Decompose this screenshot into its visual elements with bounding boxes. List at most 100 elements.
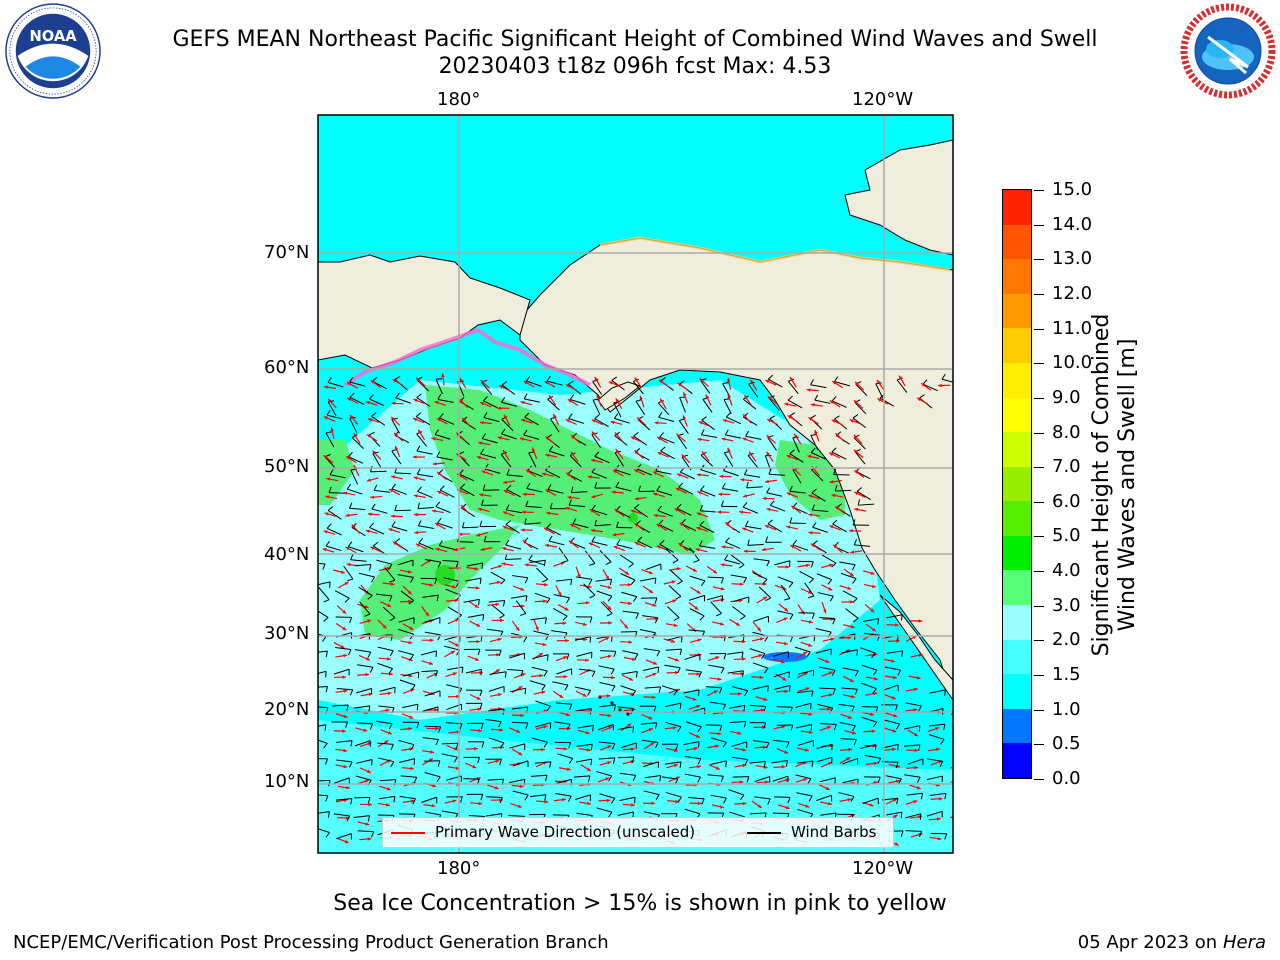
wind-barb [903,744,921,747]
wind-barb [353,815,370,819]
wind-barb-flag [416,722,420,729]
wind-barb [357,830,374,833]
wave-direction-arrowhead [500,618,504,623]
wind-barb [875,383,884,399]
wind-barb [527,470,543,478]
wave-direction-arrowhead [476,623,481,627]
wind-barb-flag [567,795,572,802]
wind-barb-flag [524,794,529,801]
wind-barb [424,690,441,697]
wind-barb [415,416,431,426]
wind-barb [574,686,591,691]
wind-barb-flag [349,689,354,696]
wind-barb-flag [349,502,353,509]
wind-barb-flag [436,776,441,783]
colorbar-segment [1003,535,1031,571]
colorbar-title-line1: Significant Height of Combined [1089,313,1114,657]
wind-barb-flag [897,669,902,676]
wind-barb-flag [763,761,766,768]
wind-barb-flag [677,667,681,674]
wind-barb [728,789,745,796]
wave-direction-arrowhead [721,437,726,441]
wave-direction-arrowhead [654,421,659,425]
wind-barb-flag [788,582,794,588]
wave-direction-arrowhead [478,441,483,445]
wind-barb [701,434,718,438]
wind-barb [422,706,439,712]
wind-barb-flag [525,500,529,507]
wave-direction-arrowhead [589,509,594,513]
wave-direction-arrowhead [781,765,786,769]
wave-direction-arrowhead [787,415,792,419]
wind-barb [617,756,634,759]
wave-direction-arrowhead [343,764,348,769]
wave-direction-arrowhead [810,403,815,407]
wave-direction-arrowhead [715,766,720,770]
wave-direction-arrowhead [722,419,727,423]
wave-direction-arrowhead [391,416,396,421]
wave-height-4-5m-spot [435,565,455,585]
wave-direction-arrowhead [607,606,612,610]
wind-barb-flag [478,599,480,606]
hawaii-island [610,701,614,705]
wind-barb-flag [479,703,483,710]
wind-barb-flag [675,595,682,600]
wind-barb [569,455,582,468]
wind-barb [394,472,411,475]
wind-barb [684,808,701,815]
wind-barb [683,741,700,746]
wind-barb-flag [479,578,482,585]
lon-label-bottom-180: 180° [437,858,481,879]
wind-barb-flag [389,595,393,602]
wind-barb-flag [765,597,771,602]
wind-barb-flag [811,613,815,619]
wave-direction-arrowhead [563,656,568,660]
wave-direction-arrowhead [386,803,390,807]
wind-barb [799,570,814,580]
wind-barb-flag [543,560,546,567]
wave-direction-arrowhead [391,401,396,406]
wind-barb-flag [655,794,660,800]
wind-barb [528,452,537,468]
wave-direction-arrowhead [830,637,835,641]
colorbar-segment [1003,397,1031,433]
wave-direction-arrowhead [372,450,377,455]
wind-barb-flag [480,794,484,801]
wave-direction-arrowhead [829,525,834,529]
wind-barb [812,526,828,533]
wave-direction-arrowhead [627,723,632,728]
wind-barb [774,560,791,566]
wind-barb [817,592,834,597]
wind-barb-flag [697,689,700,696]
wave-direction-arrowhead [759,637,764,641]
wave-direction-arrowhead [346,562,351,567]
wave-direction-legend-line [391,832,425,834]
wind-barb [465,577,482,582]
wave-direction-arrowhead [725,522,730,526]
wind-barb-flag [853,539,857,546]
wind-barb [862,797,879,804]
wind-barb [598,665,615,670]
wind-barb [905,830,922,832]
wave-direction-arrowhead [650,742,655,746]
wind-barb [553,594,570,599]
wind-barb-flag [524,412,530,418]
wind-barb [643,648,660,652]
wind-barb [481,381,493,395]
wind-barb-flag [766,742,770,749]
wind-barb-flag [349,617,353,624]
wind-barb-flag [590,759,593,766]
wind-barb [424,772,441,778]
wind-barb-flag [944,833,948,840]
wind-barb-flag [479,690,483,697]
wave-direction-arrowhead [502,511,507,515]
wave-direction-arrowhead [496,580,501,585]
wind-barb [596,807,613,813]
wind-barb-flag [763,722,767,729]
wave-direction-arrowhead [713,690,718,694]
wind-barb-flag [610,668,615,675]
wave-direction-arrowhead [324,385,328,389]
wave-direction-arrowhead [846,757,851,761]
wind-barb-flag [655,742,659,749]
wind-barb [754,776,770,783]
